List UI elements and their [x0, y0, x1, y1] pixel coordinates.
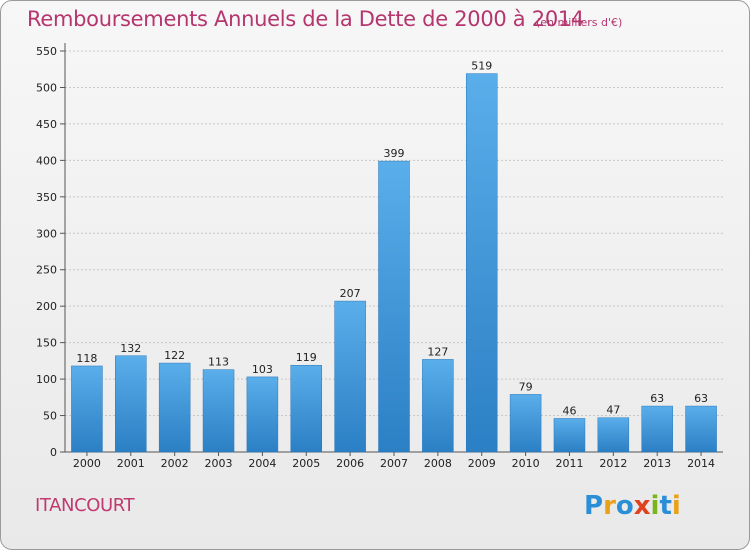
bar-2004 — [246, 376, 279, 453]
y-tick-label: 500 — [36, 81, 57, 94]
y-tick-label: 0 — [50, 446, 57, 459]
bar-2008 — [422, 359, 454, 453]
data-label-2014: 63 — [694, 392, 708, 405]
logo-letter: P — [584, 491, 604, 521]
x-tick-label: 2012 — [599, 457, 627, 470]
bar-2000 — [71, 365, 103, 453]
x-tick-label: 2009 — [468, 457, 496, 470]
bars — [71, 73, 717, 453]
y-tick-label: 450 — [36, 118, 57, 131]
y-tick-label: 250 — [36, 264, 57, 277]
x-tick-label: 2001 — [117, 457, 145, 470]
bar-2009 — [465, 73, 498, 453]
bar-2001 — [115, 355, 147, 453]
y-tick-label: 350 — [36, 191, 57, 204]
logo-letter: o — [615, 491, 634, 521]
data-labels: 118 132 122 113 103 119 207 399 127 519 79 46 47 63 63 — [76, 60, 708, 418]
logo-letter: x — [633, 491, 651, 521]
data-label-2007: 399 — [384, 147, 405, 160]
bar-2003 — [202, 369, 235, 453]
bar-2013 — [641, 405, 673, 453]
y-tick-label: 400 — [36, 154, 57, 167]
x-tick-label: 2004 — [248, 457, 276, 470]
bar-2014 — [685, 405, 717, 453]
data-label-2005: 119 — [296, 351, 317, 364]
data-label-2009: 519 — [471, 60, 492, 73]
chart-subtitle: (en milliers d'€) — [536, 16, 623, 29]
bar-2011 — [553, 418, 586, 453]
logo-letter: r — [603, 491, 616, 521]
data-label-2004: 103 — [252, 363, 273, 376]
y-tick-label: 150 — [36, 337, 57, 350]
x-tick-label: 2007 — [380, 457, 408, 470]
data-label-2006: 207 — [340, 287, 361, 300]
data-label-2000: 118 — [76, 352, 97, 365]
bar-2012 — [597, 417, 630, 453]
bar-2010 — [509, 394, 542, 453]
data-label-2001: 132 — [120, 342, 141, 355]
y-tick-label: 50 — [43, 410, 57, 423]
x-tick-label: 2005 — [292, 457, 320, 470]
data-label-2008: 127 — [427, 345, 448, 358]
logo-letter: i — [671, 491, 681, 521]
x-tick-label: 2014 — [687, 457, 715, 470]
y-tick-label: 200 — [36, 300, 57, 313]
x-tick-label: 2002 — [161, 457, 189, 470]
data-label-2003: 113 — [208, 356, 229, 369]
bar-2005 — [290, 364, 323, 453]
axes: 0 50 100 150 200 250 300 350 400 450 500 550 2000 200… — [36, 43, 723, 470]
x-tick-label: 2008 — [424, 457, 452, 470]
x-tick-label: 2010 — [512, 457, 540, 470]
x-tick-label: 2013 — [643, 457, 671, 470]
x-tick-label: 2006 — [336, 457, 364, 470]
bar-2002 — [158, 362, 191, 453]
data-label-2012: 47 — [606, 404, 620, 417]
data-label-2011: 46 — [562, 404, 576, 417]
data-label-2013: 63 — [650, 392, 664, 405]
data-label-2002: 122 — [164, 349, 185, 362]
logo-letter: t — [659, 491, 672, 521]
data-label-2010: 79 — [519, 380, 533, 393]
x-tick-label: 2000 — [73, 457, 101, 470]
x-tick-label: 2003 — [205, 457, 233, 470]
proxiti-logo: Proxiti — [584, 491, 681, 521]
y-tick-label: 550 — [36, 45, 57, 58]
y-tick-label: 100 — [36, 373, 57, 386]
bar-2007 — [378, 160, 410, 453]
y-tick-label: 300 — [36, 227, 57, 240]
chart-title: Remboursements Annuels de la Dette de 20… — [27, 7, 584, 31]
x-tick-label: 2011 — [555, 457, 583, 470]
location-name: ITANCOURT — [35, 495, 135, 516]
bar-2006 — [334, 300, 366, 453]
logo-letter: i — [650, 491, 660, 521]
